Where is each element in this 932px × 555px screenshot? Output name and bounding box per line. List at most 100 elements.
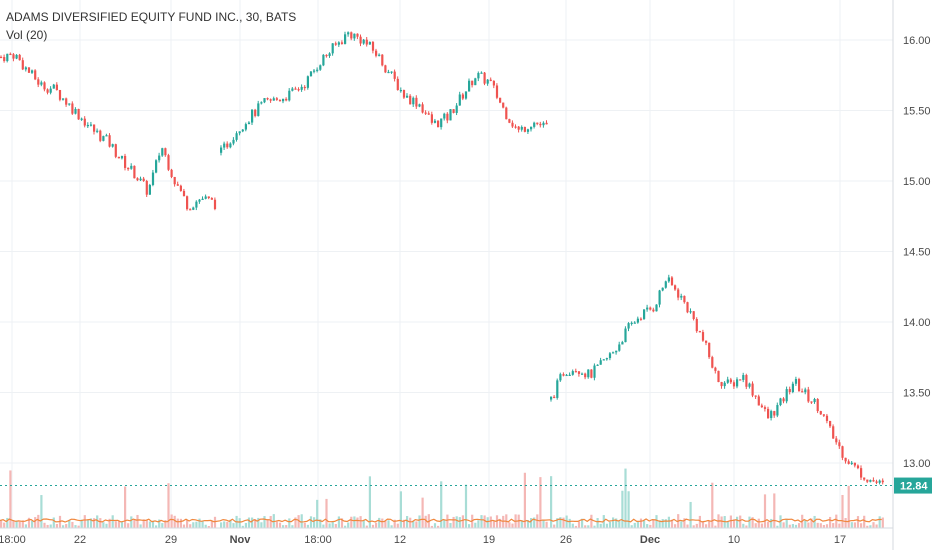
volume-bar [80, 519, 83, 528]
candle-body [285, 98, 288, 101]
volume-bar [247, 517, 251, 528]
candle-body [213, 199, 217, 210]
y-tick-label: 16.00 [903, 35, 931, 47]
candle-body [294, 88, 297, 90]
volume-bar [508, 522, 511, 528]
candle-body [779, 398, 782, 406]
volume-bar [621, 490, 624, 528]
volume-bar [701, 521, 705, 528]
volume-bar [633, 522, 636, 528]
candle-body [247, 122, 251, 125]
volume-bar [798, 523, 801, 528]
candle-body [875, 481, 878, 483]
candle-body [158, 155, 161, 161]
candle-body [612, 352, 615, 354]
candle-body [322, 54, 325, 66]
volume-bar [794, 524, 798, 528]
candle-body [850, 462, 853, 464]
volume-bar [31, 520, 34, 528]
candle-body [263, 98, 266, 103]
volume-ma-line [0, 518, 882, 523]
candle-body [424, 112, 427, 114]
candle-body [530, 126, 533, 130]
volume-bar [458, 517, 461, 528]
candle-body [856, 465, 860, 469]
candle-body [542, 122, 545, 126]
candle-body [337, 42, 340, 45]
candle-body [440, 118, 443, 128]
volume-bar [285, 525, 288, 528]
candle-body [689, 311, 692, 313]
volume-bar [446, 514, 449, 528]
candle-body [770, 411, 773, 418]
volume-bar [502, 515, 505, 528]
candle-body [705, 340, 708, 343]
volume-bar [577, 521, 581, 528]
volume-bar [495, 515, 499, 528]
candle-body [841, 446, 844, 458]
volume-bar [3, 522, 6, 528]
volume-bar [486, 517, 489, 528]
volume-bar [158, 519, 161, 528]
candle-body [164, 148, 167, 156]
candle-body [173, 176, 176, 185]
x-tick-label: 12 [394, 534, 406, 546]
volume-bar [636, 522, 639, 528]
volume-bar [825, 524, 829, 528]
y-tick-label: 14.00 [903, 317, 931, 329]
candle-body [763, 407, 767, 409]
volume-bar [269, 515, 272, 528]
candle-body [832, 426, 835, 439]
volume-bar [813, 515, 816, 528]
candle-body [483, 72, 486, 84]
volume-bar [313, 517, 316, 528]
volume-bar [170, 514, 173, 528]
volume-bar [105, 523, 108, 528]
volume-bar [869, 525, 872, 528]
volume-bar [615, 518, 618, 528]
volume-bar [767, 521, 770, 528]
candle-body [303, 86, 306, 89]
candle-body [686, 302, 689, 313]
volume-bar [96, 515, 99, 528]
candle-body [692, 311, 695, 319]
volume-bar [559, 517, 562, 528]
volume-bar [489, 516, 492, 528]
volume-bar [151, 520, 155, 528]
candle-body [754, 395, 757, 397]
volume-bar [630, 525, 633, 528]
volume-bars [0, 468, 884, 528]
candle-body [835, 438, 838, 443]
volume-bar [368, 476, 371, 528]
candle-body [520, 126, 523, 130]
x-tick-label: 19 [483, 534, 495, 546]
y-tick-label: 15.50 [903, 106, 931, 118]
volume-bar [340, 518, 344, 528]
volume-bar [875, 524, 878, 528]
candle-body [581, 373, 584, 375]
candle-body [427, 113, 430, 115]
candle-body [505, 107, 508, 120]
candle-body [210, 198, 213, 200]
x-tick-label: 18:00 [0, 534, 26, 546]
volume-bar [584, 525, 587, 528]
volume-bar [782, 522, 785, 528]
candle-body [536, 122, 539, 124]
volume-bar [480, 515, 483, 528]
volume-bar [406, 516, 409, 528]
x-tick-label: 18:00 [304, 534, 332, 546]
candle-body [695, 318, 698, 332]
volume-bar [732, 519, 736, 528]
volume-bar [182, 524, 186, 528]
candle-body [49, 88, 52, 93]
volume-bar [760, 523, 763, 528]
volume-bar [464, 484, 468, 528]
candle-body [711, 357, 714, 368]
candle-body [142, 178, 145, 181]
candle-body [571, 371, 574, 375]
volume-bar [241, 525, 244, 528]
candle-body [306, 76, 309, 88]
candle-body [368, 41, 371, 45]
candle-body [402, 90, 406, 98]
volume-bar [689, 501, 692, 528]
